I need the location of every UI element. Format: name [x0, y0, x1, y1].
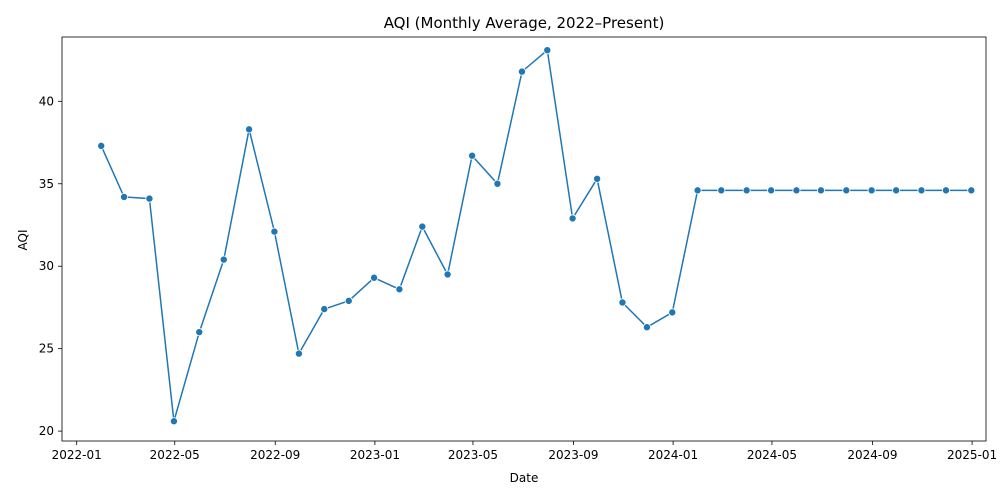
- data-point: [742, 186, 751, 195]
- x-axis-title: Date: [510, 471, 539, 485]
- data-point: [668, 308, 677, 317]
- data-point: [245, 125, 254, 134]
- data-point: [543, 46, 552, 55]
- data-point: [169, 417, 178, 426]
- y-axis-title: AQI: [16, 230, 30, 251]
- axes-frame: [61, 36, 987, 442]
- data-point: [344, 296, 353, 305]
- data-point: [294, 349, 303, 358]
- y-tick-label: 25: [39, 342, 54, 356]
- x-tick-label: 2023-09: [548, 448, 598, 462]
- data-point: [195, 328, 204, 337]
- x-tick-label: 2022-05: [150, 448, 200, 462]
- data-point: [867, 186, 876, 195]
- y-tick-label: 30: [39, 259, 54, 273]
- series-line: [100, 48, 972, 422]
- x-tick-label: 2024-01: [648, 448, 698, 462]
- y-tick-label: 35: [39, 177, 54, 191]
- data-point: [468, 151, 477, 160]
- y-tick-label: 20: [39, 424, 54, 438]
- data-point: [370, 273, 379, 282]
- data-point: [593, 174, 602, 183]
- data-point: [320, 305, 329, 314]
- data-point: [941, 186, 950, 195]
- data-point: [917, 186, 926, 195]
- data-point: [443, 270, 452, 279]
- data-point: [892, 186, 901, 195]
- data-point: [767, 186, 776, 195]
- data-point: [120, 192, 129, 201]
- data-point: [145, 194, 154, 203]
- x-tick-label: 2025-01: [947, 448, 997, 462]
- x-tick-label: 2022-09: [250, 448, 300, 462]
- data-point: [97, 141, 106, 150]
- data-point: [618, 298, 627, 307]
- data-point: [967, 186, 976, 195]
- y-tick-label: 40: [39, 94, 54, 108]
- data-point: [842, 186, 851, 195]
- data-point: [717, 186, 726, 195]
- data-point: [792, 186, 801, 195]
- x-tick-label: 2023-05: [448, 448, 498, 462]
- data-point: [642, 323, 651, 332]
- data-point: [693, 186, 702, 195]
- data-point: [568, 214, 577, 223]
- x-tick-label: 2024-05: [747, 448, 797, 462]
- data-point: [418, 222, 427, 231]
- data-point: [816, 186, 825, 195]
- data-point: [395, 285, 404, 294]
- x-tick-label: 2024-09: [847, 448, 897, 462]
- data-point: [219, 255, 228, 264]
- data-point: [517, 67, 526, 76]
- x-tick-label: 2022-01: [52, 448, 102, 462]
- x-tick-label: 2023-01: [350, 448, 400, 462]
- plot-area: 2022-01 2022-05 2022-09 2023-01 2023-05 2023-…: [39, 36, 997, 462]
- data-point: [493, 179, 502, 188]
- data-point: [270, 227, 279, 236]
- chart-title: AQI (Monthly Average, 2022–Present): [384, 14, 665, 32]
